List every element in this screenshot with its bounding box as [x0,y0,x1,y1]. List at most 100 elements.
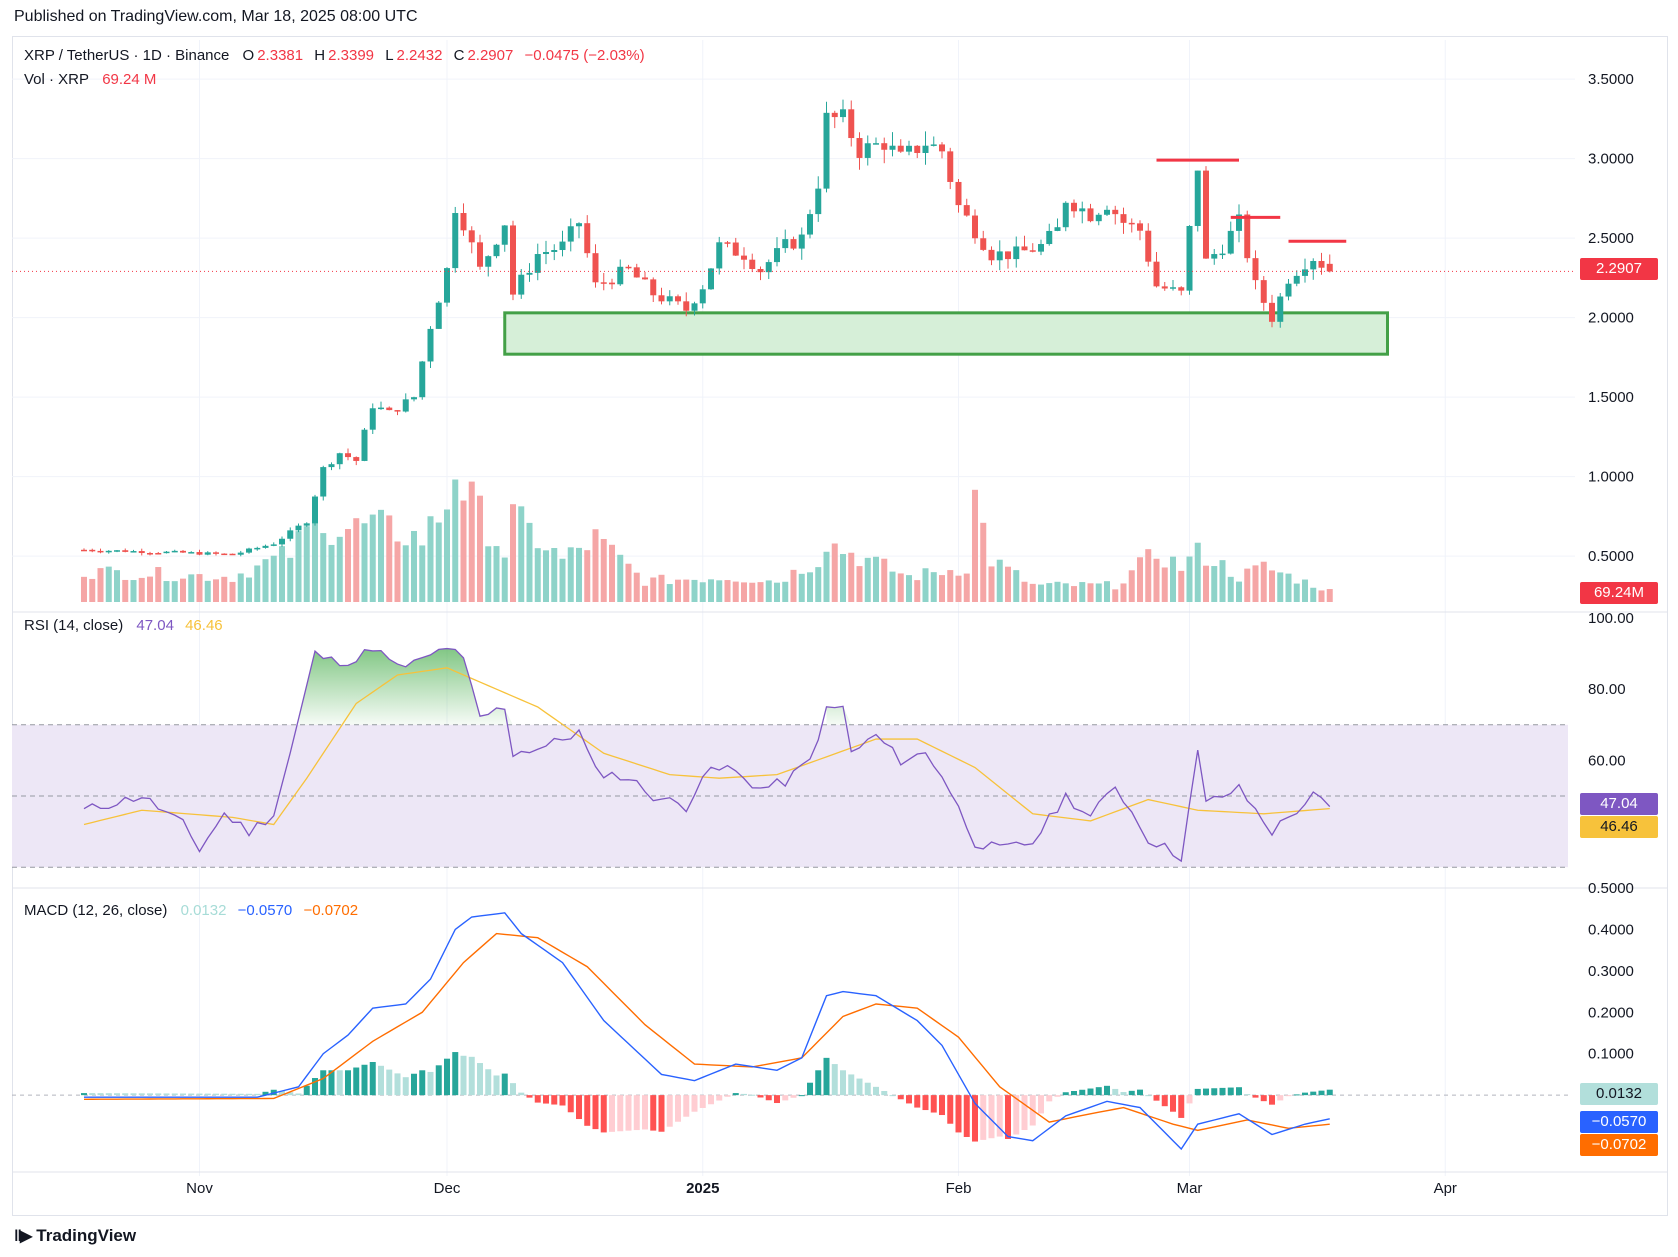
candle-body [1293,275,1300,284]
macd-histogram-bar [229,1093,236,1096]
macd-histogram-bar [675,1095,681,1122]
price-tick-label: 1.0000 [1588,469,1634,486]
macd-histogram-bar [246,1093,252,1096]
macd-histogram-bar [1145,1095,1152,1097]
candle-body [617,266,624,285]
candle-body [1211,254,1218,259]
candle-body [1079,208,1086,212]
macd-histogram-bar [889,1095,896,1097]
macd-histogram-bar [1269,1095,1275,1105]
macd-histogram-bar [81,1093,87,1096]
macd-histogram-bar [114,1093,120,1096]
candle-body [246,548,252,553]
candle-body [1021,246,1028,251]
symbol-title[interactable]: XRP / TetherUS · 1D · Binance [24,47,230,64]
volume-bar [774,582,780,602]
macd-histogram-bar [955,1095,962,1133]
candle-body [320,467,327,497]
candle-body [270,544,277,546]
volume-label[interactable]: Vol · XRP [24,71,90,88]
volume-bar [683,579,690,602]
macd-histogram-bar [345,1070,351,1096]
candle-body [1252,258,1259,281]
volume-bar [81,576,87,602]
candle-body [1128,222,1135,225]
macd-histogram-bar [699,1095,706,1108]
volume-bar [229,581,236,602]
volume-bar [1062,583,1069,602]
macd-histogram-bar [798,1095,805,1097]
volume-bar [411,530,417,602]
candle-body [345,453,351,458]
candle-body [592,253,599,283]
volume-value: 69.24 M [102,71,157,88]
date-tick-label: Apr [1434,1180,1457,1197]
macd-histogram-bar [485,1069,492,1096]
volume-bar [807,572,813,602]
candle-body [1145,230,1152,262]
volume-bar [444,509,450,602]
macd-histogram-bar [287,1092,294,1096]
close-value: 2.2907 [467,47,514,64]
volume-bar [122,579,129,602]
volume-bar [237,573,244,602]
volume-bar [221,576,228,602]
volume-bar [97,568,104,602]
volume-bar [790,569,797,602]
macd-histogram-bar [996,1095,1003,1137]
volume-bar [303,526,310,602]
candle-body [1062,202,1069,228]
macd-histogram-bar [1161,1095,1168,1107]
macd-histogram-bar [1227,1087,1234,1096]
macd-histogram-bar [97,1093,104,1096]
macd-histogram-bar [427,1071,434,1096]
macd-histogram-bar [1087,1088,1094,1096]
volume-bar [963,573,970,602]
volume-bar [510,504,516,602]
candle-body [1054,227,1061,231]
volume-bar [1227,576,1234,602]
candle-body [460,213,467,231]
volume-bar [559,558,566,602]
candle-body [955,181,962,206]
close-label: C [453,47,465,64]
published-note: Published on TradingView.com, Mar 18, 20… [14,8,418,25]
volume-bar [361,523,368,602]
tradingview-footer[interactable]: ‖▶ TradingView [14,1226,136,1246]
volume-bar [526,522,533,602]
candle-body [196,552,203,555]
macd-histogram-bar [930,1095,937,1113]
macd-histogram-bar [897,1095,904,1100]
macd-histogram-bar [906,1095,912,1104]
chart-frame [12,36,1668,1216]
volume-bar [1260,561,1267,602]
macd-histogram-bar [1318,1090,1325,1096]
candle-body [386,407,393,411]
candle-body [147,553,153,555]
volume-bar [600,538,607,602]
volume-bar [485,546,492,602]
volume-bar [1046,583,1053,602]
macd-histogram-bar [163,1093,170,1096]
volume-bar [699,582,706,602]
macd-histogram-bar [1203,1088,1209,1096]
candle-body [815,188,822,215]
volume-bar [163,581,170,602]
candle-body [1161,286,1168,289]
candle-body [1046,230,1053,245]
candle-body [444,268,450,303]
volume-bar [336,536,343,602]
date-tick-label: Feb [946,1180,972,1197]
volume-bar [188,574,195,602]
volume-bar [1029,583,1036,602]
macd-histogram-bar [666,1095,673,1127]
macd-histogram-bar [807,1082,813,1096]
volume-bar [1194,542,1201,602]
rsi-label[interactable]: RSI (14, close) [24,617,124,634]
macd-label[interactable]: MACD (12, 26, close) [24,902,168,919]
candle-body [567,226,574,242]
macd-histogram-bar [732,1093,739,1096]
volume-bar [1013,570,1020,602]
macd-histogram-bar [1038,1095,1044,1114]
